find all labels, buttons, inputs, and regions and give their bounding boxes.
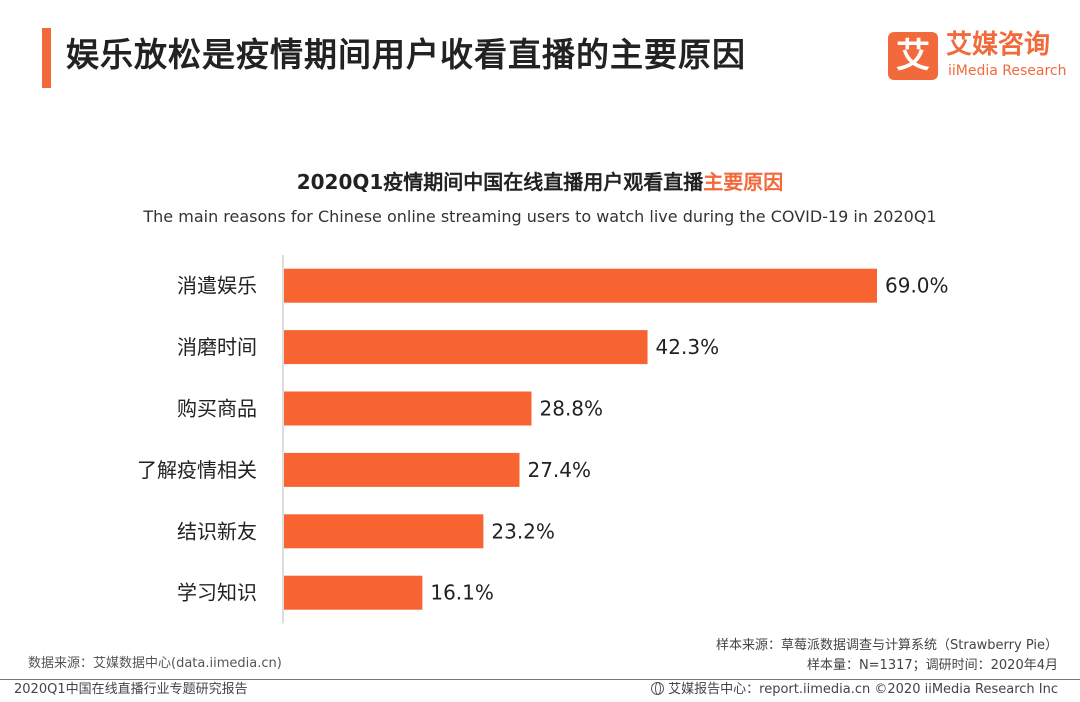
brand-logo: 艾 艾媒咨询 iiMedia Research <box>888 30 1068 82</box>
value-label: 69.0% <box>885 274 949 298</box>
report-center-link[interactable]: 艾媒报告中心：report.iimedia.cn <box>668 682 871 697</box>
chart-title: 2020Q1疫情期间中国在线直播用户观看直播主要原因 <box>0 168 1080 196</box>
logo-name-en: iiMedia Research <box>948 63 1067 79</box>
chart-title-highlight: 主要原因 <box>703 170 784 194</box>
bar <box>284 514 484 549</box>
category-label: 了解疫情相关 <box>137 458 257 482</box>
sample-note: 样本来源：草莓派数据调查与计算系统（Strawberry Pie） 样本量：N=… <box>716 636 1058 676</box>
bar-chart: 消遣娱乐 69.0% 消磨时间 42.3% 购买商品 28.8% 了解疫情相关 27.4% 结识… <box>137 255 949 624</box>
title-accent-bar <box>42 28 51 88</box>
logo-name-cn: 艾媒咨询 <box>946 30 1051 60</box>
value-label: 23.2% <box>491 519 555 543</box>
bar <box>284 575 423 610</box>
chart-title-main: 2020Q1疫情期间中国在线直播用户观看直播 <box>296 170 704 194</box>
sample-source: 样本来源：草莓派数据调查与计算系统（Strawberry Pie） <box>716 638 1058 653</box>
globe-icon <box>651 682 665 695</box>
bar <box>284 452 520 487</box>
copyright: ©2020 iiMedia Research Inc <box>874 682 1058 697</box>
page-title: 娱乐放松是疫情期间用户收看直播的主要原因 <box>66 35 746 74</box>
category-label: 消磨时间 <box>177 335 257 359</box>
sample-size: 样本量：N=1317；调研时间：2020年4月 <box>806 658 1058 673</box>
category-label: 学习知识 <box>177 581 257 605</box>
footer-divider <box>0 679 1080 680</box>
bar <box>284 391 532 426</box>
category-label: 消遣娱乐 <box>177 274 257 298</box>
value-label: 42.3% <box>656 335 720 359</box>
category-label: 购买商品 <box>177 397 257 421</box>
value-label: 16.1% <box>430 581 494 605</box>
value-label: 27.4% <box>527 458 591 482</box>
logo-mark-icon: 艾 <box>888 32 938 80</box>
category-label: 结识新友 <box>177 519 257 543</box>
bar <box>284 330 648 365</box>
bar <box>284 268 877 303</box>
data-source: 数据来源：艾媒数据中心(data.iimedia.cn) <box>28 656 282 671</box>
footer-right: 艾媒报告中心：report.iimedia.cn ©2020 iiMedia R… <box>651 681 1058 699</box>
chart-subtitle: The main reasons for Chinese online stre… <box>143 207 937 226</box>
value-label: 28.8% <box>540 397 604 421</box>
report-name: 2020Q1中国在线直播行业专题研究报告 <box>14 682 248 697</box>
